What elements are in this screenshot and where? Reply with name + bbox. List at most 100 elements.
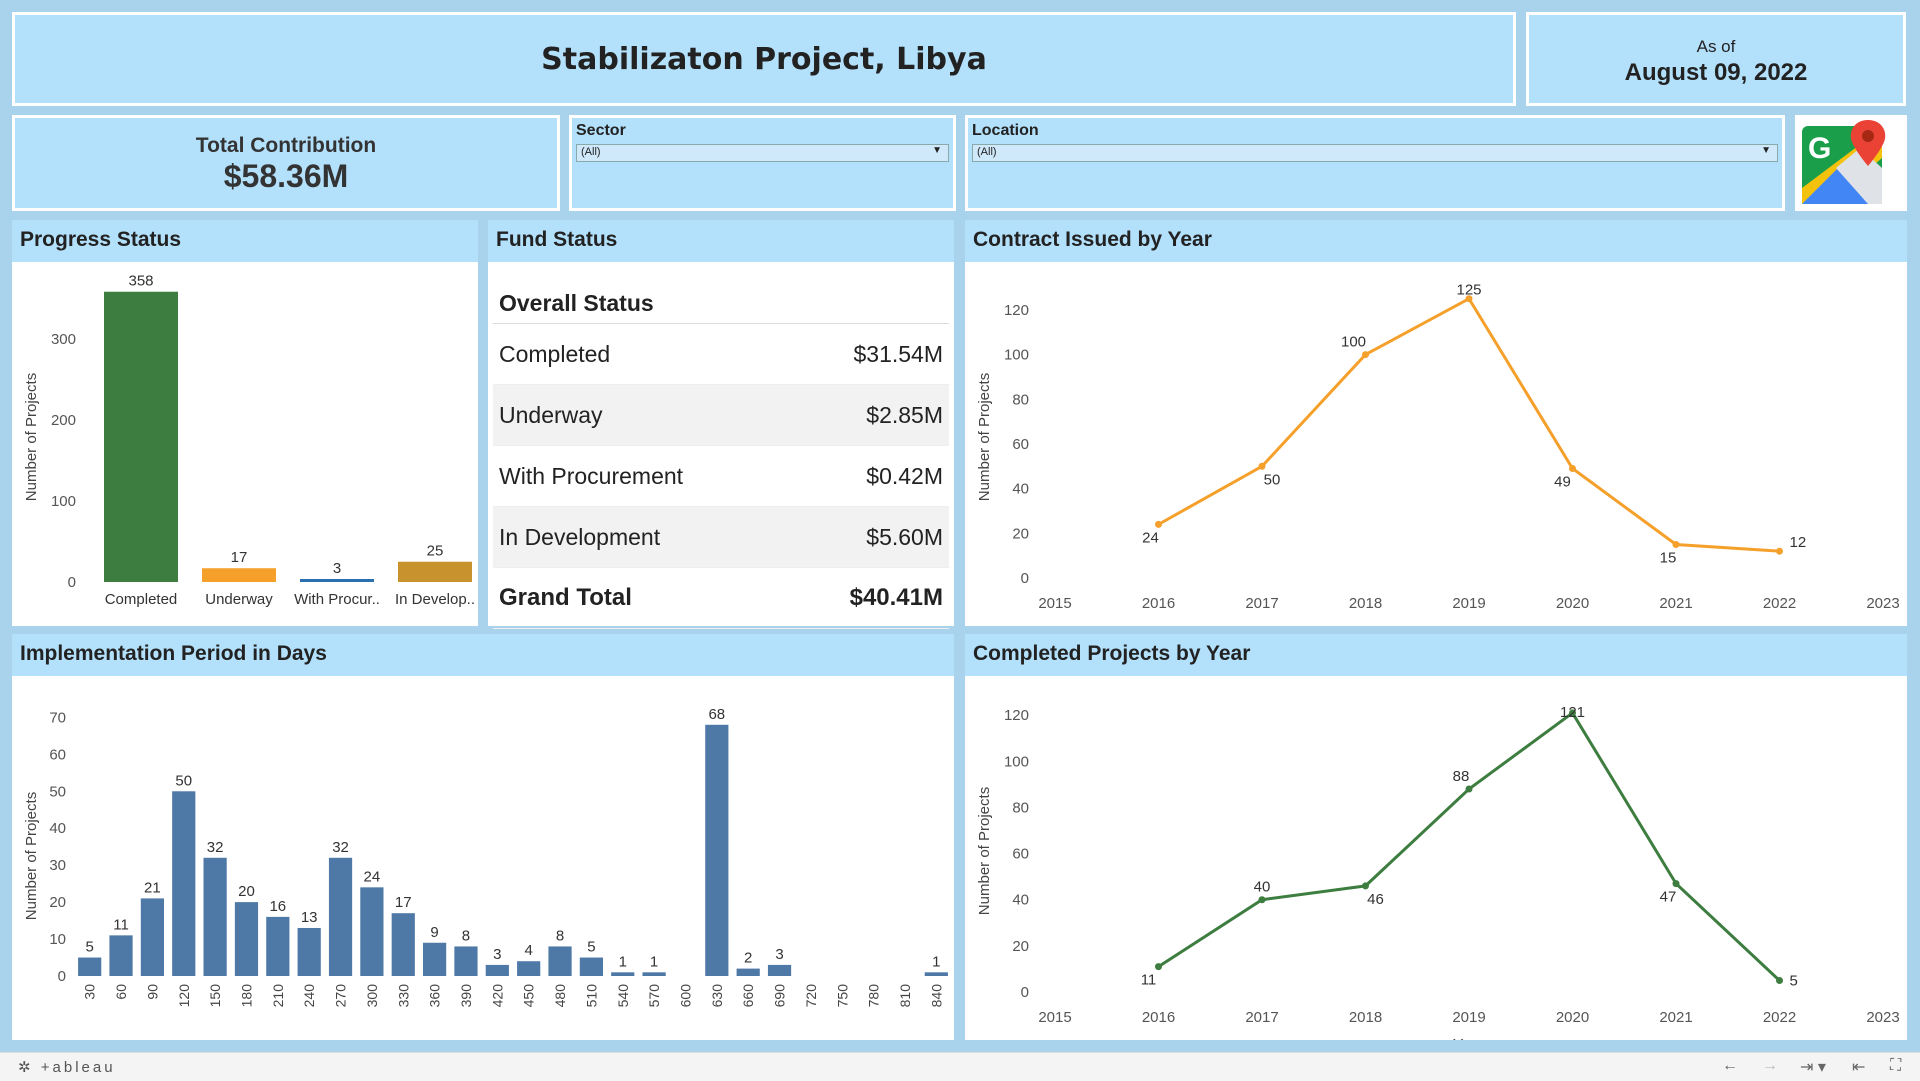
duration-bar xyxy=(767,964,792,976)
undo-icon[interactable]: ← xyxy=(1722,1057,1738,1074)
y-tick-label: 60 xyxy=(1012,436,1029,453)
duration-bar xyxy=(642,972,666,976)
progress-bar xyxy=(202,568,276,582)
duration-bar xyxy=(266,916,290,976)
x-axis-label: Year xyxy=(1453,1037,1486,1040)
svg-text:G: G xyxy=(1808,132,1831,165)
x-tick-label: Underway xyxy=(205,591,273,608)
x-tick-label: 150 xyxy=(207,984,223,1008)
grand-total-label: Grand Total xyxy=(499,584,632,611)
x-tick-label: 2020 xyxy=(1556,595,1589,612)
bar-value-label: 9 xyxy=(430,924,438,941)
x-tick-label: 2021 xyxy=(1659,595,1692,612)
completed-projects-title: Completed Projects by Year xyxy=(965,634,1907,676)
x-tick-label: 480 xyxy=(552,984,568,1008)
bar-value-label: 358 xyxy=(128,273,153,290)
data-label: 100 xyxy=(1341,334,1366,351)
bar-value-label: 5 xyxy=(587,939,595,956)
bar-value-label: 68 xyxy=(708,706,725,723)
x-tick-label: 540 xyxy=(615,984,631,1008)
chevron-down-icon: ▼ xyxy=(932,145,942,156)
y-tick-label: 200 xyxy=(51,412,76,429)
duration-bar xyxy=(391,913,415,976)
reset-icon[interactable]: ⇤ xyxy=(1852,1059,1866,1076)
y-tick-label: 30 xyxy=(49,857,66,874)
fund-status-panel: Fund Status Overall Status Completed $31… xyxy=(488,220,954,629)
contract-point xyxy=(1155,520,1162,528)
bar-value-label: 3 xyxy=(775,946,783,963)
duration-bar xyxy=(705,724,729,976)
duration-bar xyxy=(234,902,259,976)
bar-value-label: 3 xyxy=(493,946,501,963)
progress-status-chart: Number of Projects 0 100 200 300 358 Completed… xyxy=(23,273,475,608)
x-tick-label: 510 xyxy=(583,984,599,1008)
bar-value-label: 17 xyxy=(395,894,412,911)
bar-value-label: 3 xyxy=(333,560,341,577)
fund-status-table: Overall Status Completed $31.54M Underwa… xyxy=(493,282,949,629)
bar-value-label: 1 xyxy=(619,953,627,970)
y-tick-label: 70 xyxy=(49,709,66,726)
duration-bar xyxy=(736,968,760,976)
completed-point xyxy=(1155,963,1162,971)
completed-point xyxy=(1258,896,1266,904)
fund-row-label: In Development xyxy=(499,523,661,550)
x-tick-label: 630 xyxy=(709,984,725,1008)
data-label: 47 xyxy=(1660,889,1677,906)
as-of-label: As of xyxy=(1696,37,1736,56)
x-tick-label: 840 xyxy=(928,984,944,1008)
y-tick-label: 0 xyxy=(1021,984,1029,1001)
duration-bar xyxy=(579,957,603,976)
data-label: 5 xyxy=(1790,972,1798,989)
bar-value-label: 20 xyxy=(238,883,255,900)
y-tick-label: 0 xyxy=(1021,570,1029,587)
bar-value-label: 16 xyxy=(269,898,286,915)
y-tick-label: 0 xyxy=(68,574,76,591)
bar-value-label: 32 xyxy=(332,839,349,856)
implementation-period-panel: Implementation Period in Days Number of … xyxy=(12,634,954,1040)
bar-value-label: 32 xyxy=(207,839,224,856)
contract-point xyxy=(1672,540,1680,548)
x-tick-label: 330 xyxy=(395,984,411,1008)
revert-icon[interactable]: ⇥ ▾ xyxy=(1800,1059,1826,1076)
y-tick-label: 20 xyxy=(1012,938,1029,955)
data-label: 11 xyxy=(1141,972,1157,989)
x-tick-label: 780 xyxy=(866,984,882,1008)
fund-table-header: Overall Status xyxy=(493,282,949,324)
bar-value-label: 8 xyxy=(462,927,470,944)
tableau-logo[interactable]: ✲ +ableau xyxy=(18,1058,116,1076)
fund-grand-total-row: Grand Total $40.41M xyxy=(493,568,949,629)
bar-value-label: 8 xyxy=(556,927,564,944)
x-tick-label: 180 xyxy=(238,984,254,1008)
data-label: 15 xyxy=(1660,549,1677,566)
x-tick-label: 120 xyxy=(176,984,192,1008)
fund-row-value: $5.60M xyxy=(866,523,943,550)
y-tick-label: 40 xyxy=(49,820,66,837)
fund-row: With Procurement $0.42M xyxy=(493,446,949,507)
fund-row: Completed $31.54M xyxy=(493,324,949,385)
data-label: 24 xyxy=(1142,529,1159,546)
location-dropdown[interactable]: (All) ▼ xyxy=(972,144,1778,162)
contract-point xyxy=(1258,462,1266,470)
data-label: 88 xyxy=(1453,768,1470,785)
x-tick-label: 270 xyxy=(333,984,349,1008)
tableau-logo-text: +ableau xyxy=(40,1059,116,1076)
x-tick-label: 30 xyxy=(82,984,98,1000)
x-tick-label: In Develop.. xyxy=(395,591,475,608)
data-label: 49 xyxy=(1554,474,1571,491)
progress-status-title: Progress Status xyxy=(12,220,478,262)
total-contribution-card: Total Contribution $58.36M xyxy=(12,115,560,211)
redo-icon[interactable]: → xyxy=(1762,1057,1778,1074)
implementation-period-chart: Number of Projects0102030405060705301160… xyxy=(23,706,948,1008)
y-tick-label: 20 xyxy=(1012,525,1029,542)
fullscreen-icon[interactable]: ⛶ xyxy=(1890,1057,1902,1074)
x-tick-label: 2023 xyxy=(1866,1009,1899,1026)
tableau-logo-mark: ✲ xyxy=(18,1059,34,1076)
fund-row-value: $31.54M xyxy=(853,340,943,367)
bar-value-label: 2 xyxy=(744,950,752,967)
google-maps-button[interactable]: G xyxy=(1795,115,1907,211)
data-label: 12 xyxy=(1790,534,1807,551)
sector-dropdown[interactable]: (All) ▼ xyxy=(576,144,949,162)
google-maps-icon: G xyxy=(1802,120,1886,204)
duration-bar xyxy=(454,946,478,976)
y-tick-label: 60 xyxy=(1012,846,1029,863)
